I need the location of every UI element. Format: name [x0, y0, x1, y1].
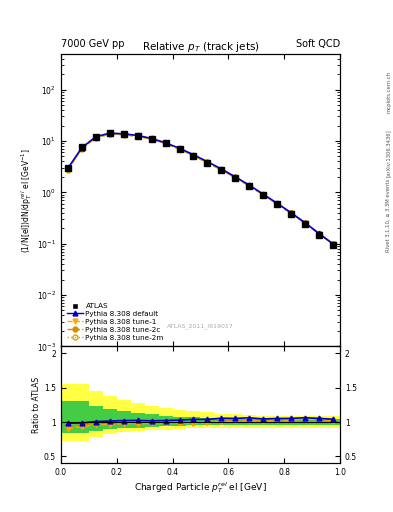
Text: mcplots.cern.ch: mcplots.cern.ch: [386, 71, 391, 113]
Legend: ATLAS, Pythia 8.308 default, Pythia 8.308 tune-1, Pythia 8.308 tune-2c, Pythia 8: ATLAS, Pythia 8.308 default, Pythia 8.30…: [64, 301, 166, 343]
Text: Soft QCD: Soft QCD: [296, 38, 340, 49]
Y-axis label: Ratio to ATLAS: Ratio to ATLAS: [32, 377, 41, 433]
Y-axis label: (1/N[el])dN/dp$^{rel}_{T}$ el [GeV$^{-1}$]: (1/N[el])dN/dp$^{rel}_{T}$ el [GeV$^{-1}…: [19, 147, 34, 252]
Title: Relative $p_{T}$ (track jets): Relative $p_{T}$ (track jets): [141, 39, 259, 54]
Text: 7000 GeV pp: 7000 GeV pp: [61, 38, 125, 49]
Text: [arXiv:1306.3436]: [arXiv:1306.3436]: [386, 130, 391, 178]
Text: ATLAS_2011_I919017: ATLAS_2011_I919017: [167, 323, 234, 329]
Text: Rivet 3.1.10, ≥ 3.3M events: Rivet 3.1.10, ≥ 3.3M events: [386, 178, 391, 252]
X-axis label: Charged Particle $\mathit{p}^{rel}_{T}$ el [GeV]: Charged Particle $\mathit{p}^{rel}_{T}$ …: [134, 480, 267, 495]
